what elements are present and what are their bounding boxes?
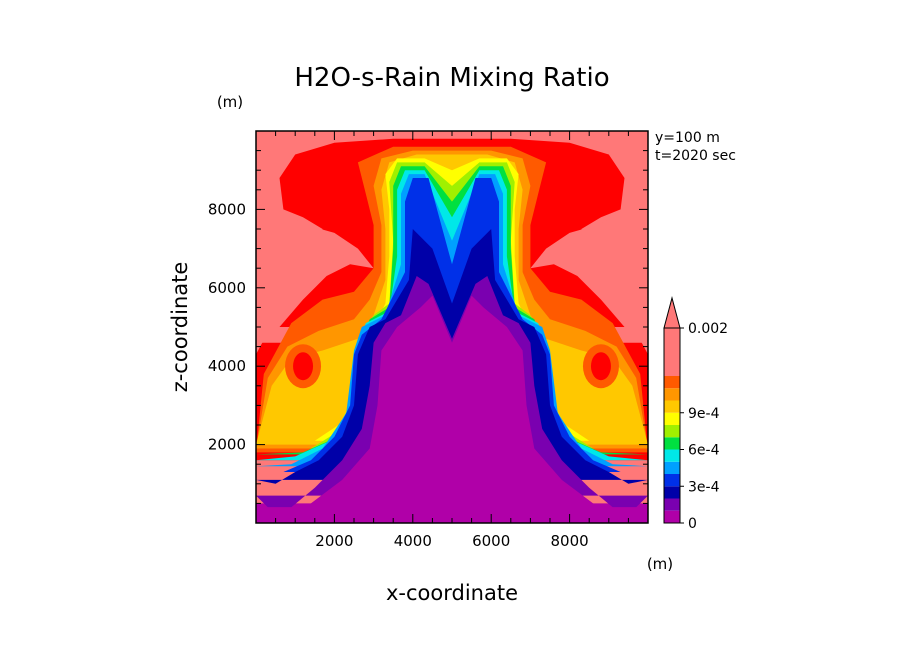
- colorbar-band: [664, 400, 680, 413]
- lobe-spot-inner-0: [293, 352, 314, 381]
- colorbar-band: [664, 376, 680, 389]
- x-tick-labels: 2000 4000 6000 8000: [315, 532, 588, 550]
- y-tick-label: 8000: [208, 200, 246, 218]
- colorbar-band: [664, 486, 680, 499]
- colorbar-band: [664, 474, 680, 487]
- band-pink-lobe: [256, 138, 648, 343]
- colorbar-band: [664, 510, 680, 523]
- y-unit-label: (m): [217, 93, 243, 111]
- colorbar-label: 9e-4: [688, 406, 720, 422]
- colorbar-label: 6e-4: [688, 443, 720, 459]
- colorbar-label: 0.002: [688, 321, 728, 337]
- annotation-y: y=100 m: [655, 130, 720, 146]
- x-tick-label: 4000: [394, 532, 432, 550]
- colorbar-label: 3e-4: [688, 479, 720, 495]
- annotation-t: t=2020 sec: [655, 148, 736, 164]
- colorbar-band: [664, 461, 680, 474]
- x-tick-label: 8000: [551, 532, 589, 550]
- colorbar-label: 0: [688, 516, 697, 532]
- y-axis-label: z-coordinate: [168, 262, 192, 393]
- colorbar-band: [664, 437, 680, 450]
- x-tick-label: 2000: [315, 532, 353, 550]
- colorbar-band: [664, 328, 680, 376]
- y-tick-label: 2000: [208, 436, 246, 454]
- colorbar-band: [664, 425, 680, 438]
- chart-title: H2O-s-Rain Mixing Ratio: [294, 63, 609, 93]
- colorbar-band: [664, 412, 680, 425]
- colorbar-band: [664, 388, 680, 401]
- colorbar-extension: [663, 296, 681, 329]
- lobe-spot-inner-1: [590, 352, 611, 381]
- y-tick-label: 6000: [208, 279, 246, 297]
- band-magenta: [256, 295, 648, 512]
- y-tick-label: 4000: [208, 357, 246, 375]
- contour-field: [256, 131, 648, 523]
- x-axis-label: x-coordinate: [386, 581, 518, 605]
- colorbar-labels: 0 3e-4 6e-4 9e-4 0.002: [680, 321, 728, 532]
- axis-ticks: [256, 131, 648, 523]
- y-tick-labels: 2000 4000 6000 8000: [208, 200, 246, 453]
- colorbar-frame: [663, 327, 681, 524]
- colorbar-band: [664, 449, 680, 462]
- x-unit-label: (m): [647, 555, 673, 573]
- colorbar-band: [664, 498, 680, 511]
- x-tick-label: 6000: [472, 532, 510, 550]
- colorbar: [663, 296, 681, 524]
